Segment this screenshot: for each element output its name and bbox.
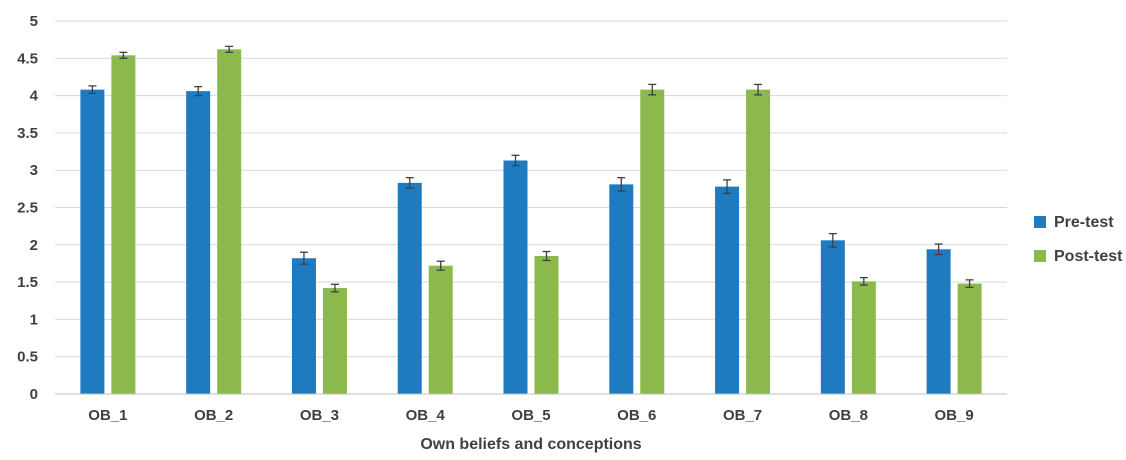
bar-post-test-ob-3 bbox=[322, 288, 347, 394]
x-axis-label: Own beliefs and conceptions bbox=[420, 436, 641, 453]
y-tick-label: 4.5 bbox=[17, 50, 38, 67]
bar-post-test-ob-1 bbox=[111, 55, 136, 394]
x-tick-label: OB_6 bbox=[617, 407, 656, 424]
legend-swatch bbox=[1034, 216, 1046, 228]
legend-label: Pre-test bbox=[1054, 214, 1114, 231]
x-tick-label: OB_4 bbox=[406, 407, 446, 424]
x-tick-label: OB_8 bbox=[829, 407, 868, 424]
error-bar bbox=[88, 85, 97, 95]
bar-post-test-ob-2 bbox=[217, 49, 242, 395]
bar-post-test-ob-6 bbox=[640, 89, 665, 394]
error-bar bbox=[723, 179, 732, 194]
y-tick-label: 3 bbox=[30, 162, 38, 179]
error-bar bbox=[754, 83, 763, 96]
error-bar bbox=[299, 251, 308, 265]
error-bar bbox=[859, 276, 868, 286]
error-bar bbox=[119, 51, 128, 59]
x-tick-label: OB_9 bbox=[935, 407, 974, 424]
error-bar bbox=[542, 250, 551, 262]
y-tick-label: 1 bbox=[30, 311, 38, 328]
bar-pre-test-ob-6 bbox=[609, 184, 634, 394]
y-tick-label: 2.5 bbox=[17, 200, 38, 217]
y-tick-label: 1.5 bbox=[17, 274, 38, 291]
x-tick-label: OB_2 bbox=[194, 407, 233, 424]
error-bar bbox=[511, 154, 520, 167]
bar-pre-test-ob-1 bbox=[80, 89, 105, 394]
bar-post-test-ob-5 bbox=[534, 255, 559, 394]
bar-pre-test-ob-4 bbox=[397, 182, 422, 394]
legend: Pre-test Post-test bbox=[1034, 214, 1123, 265]
legend-swatch bbox=[1034, 250, 1046, 262]
error-bar bbox=[828, 232, 837, 248]
x-tick-label: OB_7 bbox=[723, 407, 762, 424]
bar-post-test-ob-9 bbox=[957, 283, 982, 394]
y-tick-label: 0 bbox=[30, 386, 38, 403]
error-bar bbox=[648, 83, 657, 96]
bar-pre-test-ob-8 bbox=[820, 240, 845, 394]
y-tick-label: 2 bbox=[30, 237, 38, 254]
bar-pre-test-ob-2 bbox=[186, 91, 211, 395]
legend-label: Post-test bbox=[1054, 248, 1123, 265]
y-tick-label: 0.5 bbox=[17, 349, 38, 366]
bar-pre-test-ob-9 bbox=[926, 249, 951, 394]
x-tick-label: OB_5 bbox=[511, 407, 550, 424]
y-axis-ticks: 0 0.5 1 1.5 2 2.5 3 3.5 4 4.5 5 bbox=[17, 13, 39, 403]
bar-post-test-ob-4 bbox=[428, 265, 453, 394]
bar-post-test-ob-8 bbox=[851, 281, 876, 394]
error-bar bbox=[965, 279, 974, 288]
x-tick-label: OB_1 bbox=[88, 407, 127, 424]
error-bar bbox=[194, 85, 203, 97]
y-tick-label: 5 bbox=[30, 13, 38, 30]
bar-pre-test-ob-3 bbox=[291, 258, 316, 394]
error-bars bbox=[88, 45, 974, 293]
error-bar bbox=[330, 283, 339, 293]
y-tick-label: 3.5 bbox=[17, 125, 38, 142]
x-axis-ticks: OB_1 OB_2 OB_3 OB_4 OB_5 OB_6 OB_7 OB_8 OB_9 bbox=[88, 407, 973, 424]
y-tick-label: 4 bbox=[30, 88, 39, 105]
bar-pre-test-ob-5 bbox=[503, 160, 528, 394]
error-bar bbox=[225, 45, 234, 53]
error-bar bbox=[934, 243, 943, 256]
error-bar bbox=[405, 177, 414, 189]
bar-post-test-ob-7 bbox=[746, 89, 771, 394]
error-bar bbox=[436, 260, 445, 271]
x-tick-label: OB_3 bbox=[300, 407, 339, 424]
legend-item: Pre-test bbox=[1034, 214, 1114, 231]
gridlines bbox=[55, 20, 1007, 358]
bar-pre-test-ob-7 bbox=[715, 186, 740, 394]
error-bar bbox=[617, 177, 626, 192]
legend-item: Post-test bbox=[1034, 248, 1123, 265]
bars bbox=[80, 49, 982, 395]
